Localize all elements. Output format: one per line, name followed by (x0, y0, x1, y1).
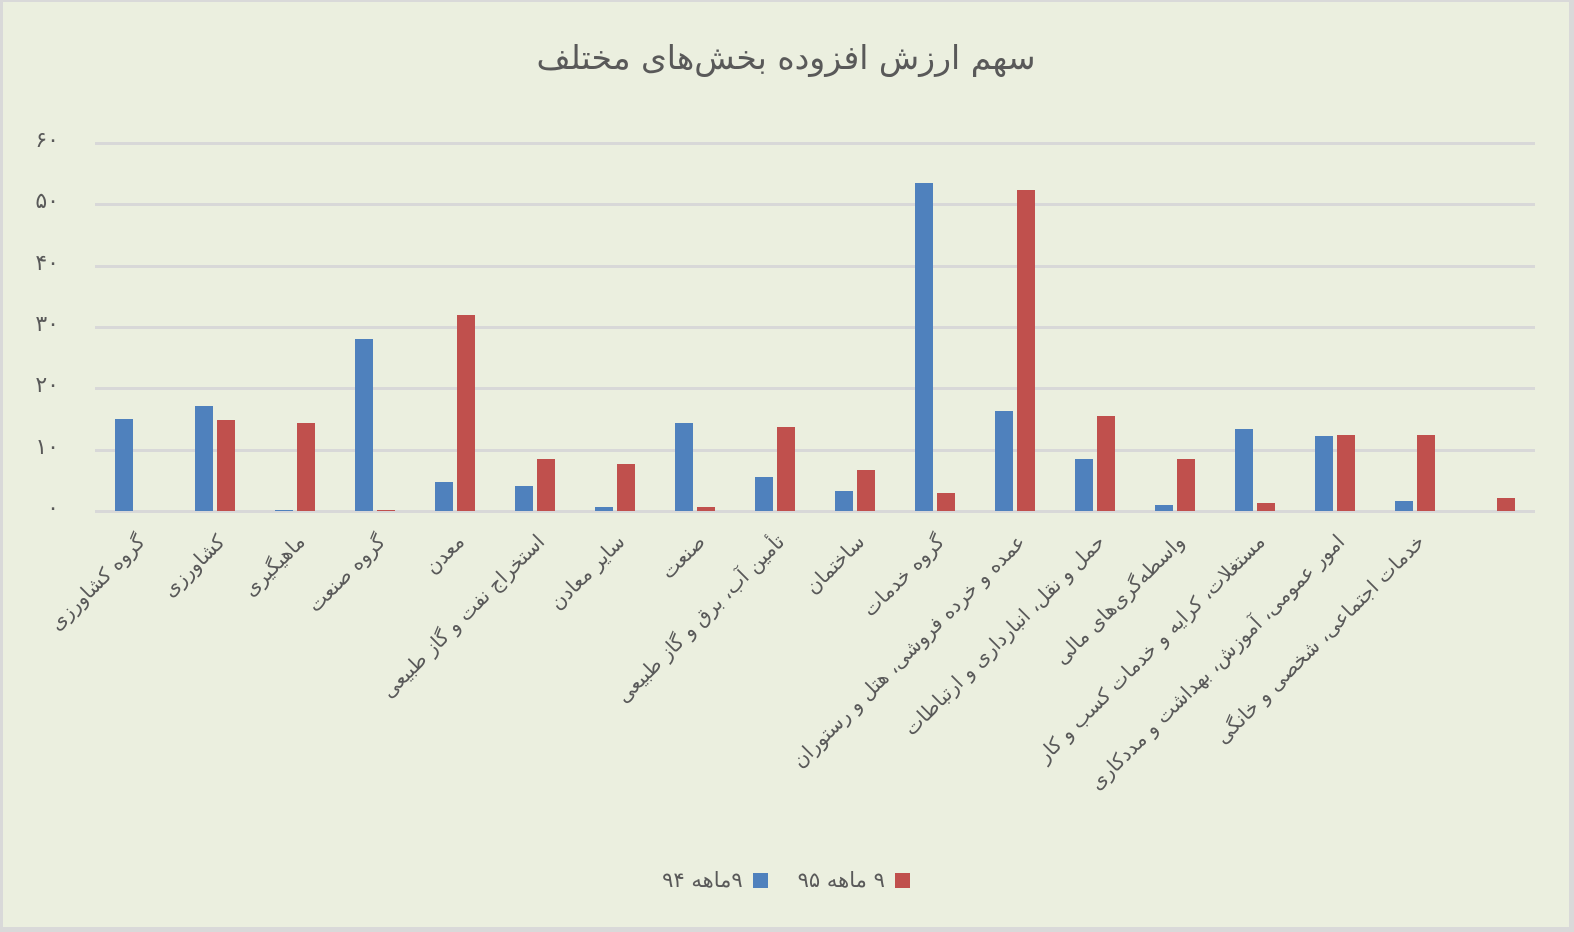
bar-series-1-cat-2 (297, 423, 315, 511)
bar-series-1-cat-5 (537, 458, 555, 511)
bar-series-0-cat-8 (755, 477, 773, 511)
legend-label: ۹ماهه ۹۴ (662, 868, 743, 892)
x-axis-category-label: گروه کشاورزی (44, 529, 150, 635)
bar-series-0-cat-5 (515, 486, 533, 511)
bar-series-0-cat-2 (275, 509, 293, 512)
bar-series-0-cat-1 (195, 405, 213, 511)
legend-swatch-icon (752, 872, 768, 888)
bar-series-0-cat-9 (835, 490, 853, 511)
gridline (95, 142, 1535, 145)
bar-series-1-cat-15 (1337, 434, 1355, 511)
gridline (95, 264, 1535, 268)
bar-series-1-cat-13 (1177, 459, 1195, 511)
bar-series-1-cat-4 (457, 314, 475, 511)
x-axis-category-label: ماهیگیری (238, 529, 310, 602)
y-axis-tick-label: ۲۰ (35, 373, 59, 399)
bar-series-1-cat-17 (1497, 498, 1515, 511)
y-axis-tick-label: ۱۰ (35, 434, 59, 460)
x-axis-category-label: سایر معادن (544, 529, 630, 615)
gridline (95, 448, 1535, 452)
y-axis-tick-label: ۳۰ (35, 312, 59, 337)
bar-series-1-cat-1 (217, 420, 235, 511)
gridline (95, 510, 1535, 513)
bar-series-1-cat-10 (937, 493, 955, 511)
x-axis-category-label: تأمین آب، برق و گاز طبیعی (611, 529, 790, 708)
x-axis-category-label: صنعت (655, 529, 710, 584)
bar-series-0-cat-10 (915, 183, 933, 511)
bar-series-0-cat-3 (355, 338, 373, 511)
legend-item-0: ۹ماهه ۹۴ (662, 868, 768, 892)
bar-series-1-cat-8 (777, 426, 795, 511)
bar-series-0-cat-12 (1075, 458, 1093, 511)
bar-series-1-cat-3 (377, 509, 395, 512)
bar-series-1-cat-14 (1257, 503, 1275, 511)
plot-area: ۰ ۱۰ ۲۰ ۳۰ ۴۰ ۵۰ ۶۰ گروه کشاورزی کشاورزی ماهیگیری… (3, 2, 1569, 927)
bar-series-0-cat-15 (1315, 436, 1333, 511)
bar-series-0-cat-14 (1235, 429, 1253, 511)
bar-series-0-cat-13 (1155, 504, 1173, 511)
chart-frame: سهم ارزش افزوده بخش‌های مختلف ۰ ۱۰ ۲۰ ۳۰ ۴۰ ۵… (3, 2, 1569, 927)
bar-series-0-cat-16 (1395, 500, 1413, 511)
y-axis-tick-label: ۵۰ (35, 189, 59, 215)
legend-item-1: ۹ ماهه ۹۵ (798, 868, 910, 892)
bar-series-0-cat-6 (595, 507, 613, 511)
gridline (95, 387, 1535, 391)
x-axis-category-label: گروه صنعت (302, 529, 390, 617)
bar-series-0-cat-11 (995, 411, 1013, 511)
bar-series-1-cat-12 (1097, 415, 1115, 511)
bar-series-1-cat-7 (697, 506, 715, 511)
bar-series-0-cat-4 (435, 481, 453, 511)
gridline (95, 203, 1535, 207)
bar-series-0-cat-0 (115, 419, 133, 511)
bar-series-1-cat-9 (857, 469, 875, 511)
x-axis-category-label: معدن (419, 529, 470, 579)
legend-swatch-icon (894, 872, 910, 888)
x-axis-category-label: استخراج نفت و گاز طبیعی (376, 529, 550, 703)
y-axis-tick-label: ۰ (47, 496, 59, 521)
gridline (95, 326, 1535, 329)
bar-series-1-cat-16 (1417, 434, 1435, 511)
bar-series-0-cat-7 (675, 423, 693, 511)
bar-series-1-cat-11 (1017, 189, 1035, 511)
legend-label: ۹ ماهه ۹۵ (797, 868, 885, 892)
x-axis-category-label: کشاورزی (157, 529, 230, 602)
x-axis-category-label: ساختمان (800, 529, 870, 599)
bar-series-1-cat-6 (617, 464, 635, 511)
chart-title: سهم ارزش افزوده بخش‌های مختلف (536, 38, 1036, 77)
legend: ۹ماهه ۹۴ ۹ ماهه ۹۵ (3, 868, 1569, 892)
y-axis-tick-label: ۴۰ (35, 250, 59, 276)
y-axis-tick-label: ۶۰ (35, 128, 59, 153)
